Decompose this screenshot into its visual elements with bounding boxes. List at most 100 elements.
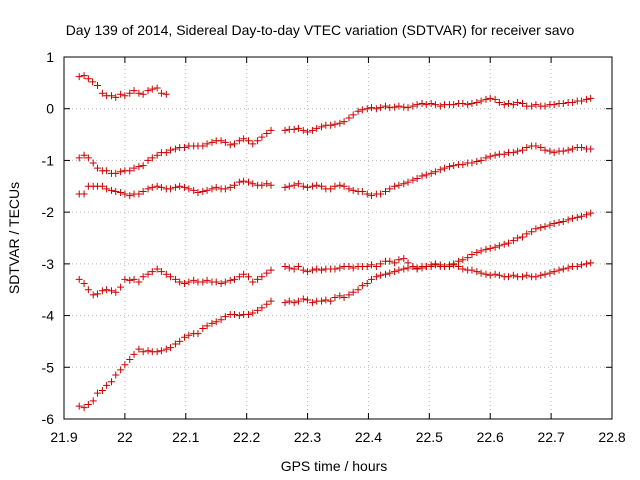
data-point [98,182,106,190]
data-point [281,126,289,134]
y-axis-label: SDTVAR / TECUs [6,182,22,294]
data-point [112,187,120,195]
data-point [148,268,156,276]
data-point [304,296,312,304]
data-point [400,255,408,263]
data-point [126,167,134,175]
data-point [377,104,385,112]
data-point [294,124,302,132]
data-point [181,144,189,151]
data-point [578,144,586,151]
data-point [345,291,353,299]
data-point [212,183,220,191]
data-point [573,262,581,270]
data-point [559,147,567,155]
data-point [217,316,225,324]
data-points [75,72,595,412]
data-point [564,146,572,154]
data-point [254,137,262,145]
data-point [89,397,97,405]
data-point [148,85,156,93]
data-point [550,220,558,228]
data-point [185,185,193,193]
data-point [135,345,143,353]
data-point [546,147,554,155]
x-tick-label: 22.2 [233,429,260,445]
data-point [212,318,220,326]
data-point [349,264,357,272]
data-point [340,118,348,126]
data-point [491,151,499,159]
data-point [162,270,170,278]
grid-lines [64,57,612,419]
data-point [117,283,125,291]
plot-frame [63,56,613,420]
data-point [404,264,412,272]
data-point [495,271,503,279]
data-point [468,251,476,259]
data-point [345,114,353,122]
data-point [130,350,138,358]
data-point [386,257,394,265]
data-point [345,185,353,193]
data-point [413,101,421,109]
data-point [235,178,243,186]
data-point [482,245,490,253]
data-point [235,137,243,145]
data-point [422,171,430,179]
data-point [126,192,134,200]
data-point [395,181,403,189]
data-point [153,182,161,190]
data-point [532,273,540,281]
data-point [459,265,467,273]
data-point [171,145,179,153]
data-point [491,270,499,278]
data-point [208,319,216,327]
data-point [546,269,554,277]
data-point [550,268,558,276]
data-point [221,313,229,321]
data-point [199,325,207,332]
data-point [482,95,490,103]
data-point [400,265,408,273]
data-point [240,135,248,143]
data-point [217,280,225,288]
data-point [568,99,576,107]
data-point [112,169,120,177]
data-point [112,371,120,379]
y-tick-label: -2 [42,204,55,220]
data-point [349,111,357,119]
data-point [263,130,271,138]
data-point [568,145,576,153]
y-tick-label: -1 [42,152,55,168]
data-point [185,278,193,286]
data-point [171,340,179,348]
data-point [500,240,508,248]
data-point [176,182,184,190]
data-point [290,125,298,133]
data-point [363,190,371,198]
data-point [486,152,494,160]
data-point [582,211,590,219]
data-point [126,89,134,97]
data-point [117,366,125,374]
data-point [395,256,403,264]
series-sat-3 [75,142,595,200]
data-point [249,180,257,188]
data-point [318,182,326,190]
data-point [285,264,293,272]
data-point [418,100,426,108]
data-point [559,217,567,225]
data-point [121,92,129,100]
data-point [299,126,307,134]
data-point [509,149,517,157]
data-point [372,273,380,281]
data-point [258,304,266,312]
data-point [486,244,494,252]
data-point [162,90,170,98]
data-point [263,300,271,308]
data-point [285,182,293,190]
data-point [89,159,97,167]
data-point [336,292,344,300]
